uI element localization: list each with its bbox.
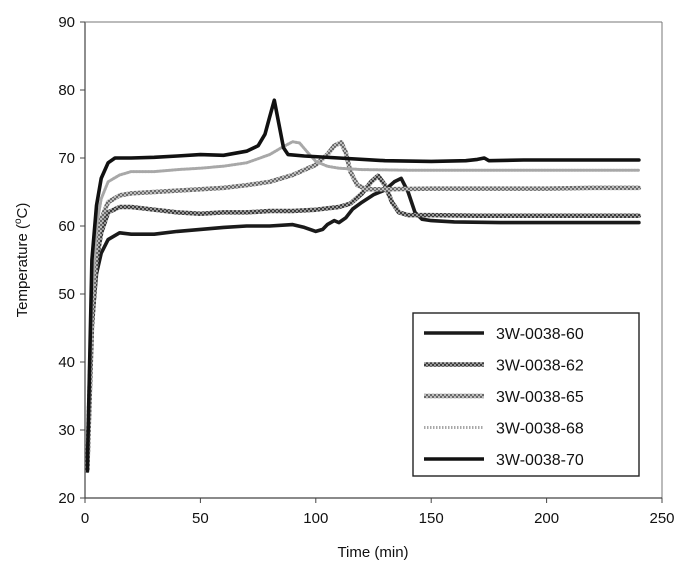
y-axis-ticks: 20 30 40 50 60 70 80 90	[58, 14, 85, 507]
series-line-3W-0038-62	[85, 173, 642, 474]
series-line-3W-0038-70	[85, 98, 641, 473]
plot-area	[84, 21, 663, 499]
y-tick-label: 80	[58, 82, 75, 99]
legend-label-3W-0038-65: 3W-0038-65	[496, 389, 584, 406]
x-tick-label: 100	[303, 510, 328, 527]
series-line-3W-0038-60	[85, 176, 641, 473]
y-tick-label: 60	[58, 218, 75, 235]
x-axis-ticks: 0 50 100 150 200 250	[81, 498, 675, 527]
y-tick-label: 90	[58, 14, 75, 31]
x-axis-title: Time (min)	[337, 544, 408, 561]
series-line-3W-0038-68	[85, 140, 641, 473]
series-line-3W-0038-65	[85, 140, 642, 474]
legend: 3W-0038-60 3W-0038-62 3W-0038-65 3W-0038-68…	[412, 312, 640, 477]
x-tick-label: 200	[534, 510, 559, 527]
y-axis-title-unit: C)	[14, 203, 31, 219]
y-tick-label: 40	[58, 354, 75, 371]
legend-label-3W-0038-70: 3W-0038-70	[496, 452, 584, 469]
y-tick-label: 20	[58, 490, 75, 507]
x-tick-label: 50	[192, 510, 209, 527]
x-tick-label: 250	[649, 510, 674, 527]
legend-label-3W-0038-68: 3W-0038-68	[496, 421, 584, 438]
x-tick-label: 150	[419, 510, 444, 527]
y-axis-title: Temperature (oC)	[13, 203, 31, 318]
y-axis-title-superscript: o	[13, 218, 24, 224]
y-tick-label: 30	[58, 422, 75, 439]
legend-label-3W-0038-60: 3W-0038-60	[496, 326, 584, 343]
y-tick-label: 50	[58, 286, 75, 303]
y-axis-title-main: Temperature (	[14, 224, 31, 317]
x-tick-label: 0	[81, 510, 89, 527]
y-tick-label: 70	[58, 150, 75, 167]
series-lines	[85, 98, 642, 474]
legend-label-3W-0038-62: 3W-0038-62	[496, 358, 584, 375]
